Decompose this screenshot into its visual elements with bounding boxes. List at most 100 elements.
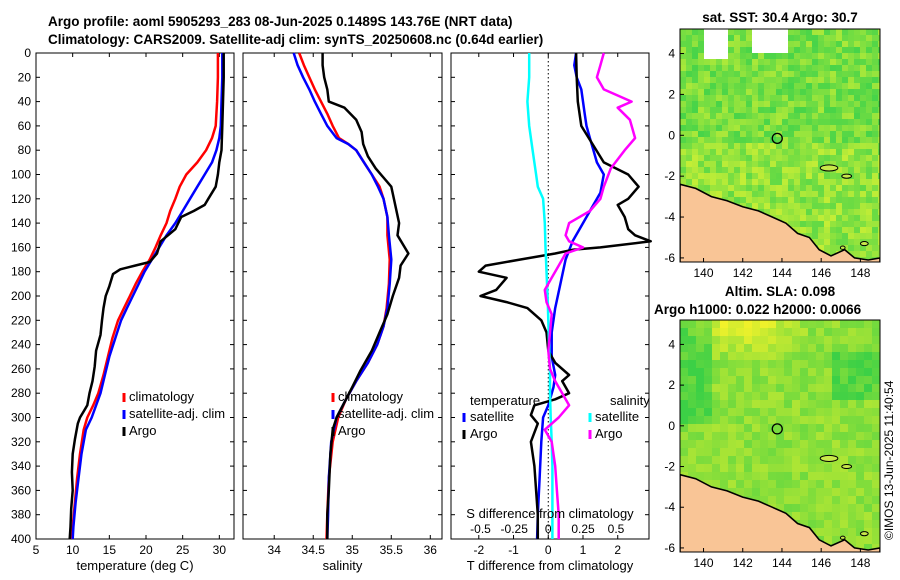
y-tick-label: -4 [664, 210, 675, 224]
temperature-series-1 [71, 53, 224, 540]
x-tick-label: 148 [850, 266, 870, 280]
y-tick-label: 220 [11, 313, 31, 327]
legend-label: Argo [470, 426, 497, 441]
x-tick-label: 10 [66, 543, 80, 557]
y-tick-label: 40 [18, 95, 32, 109]
island [839, 535, 846, 540]
y-tick-label: 60 [18, 119, 32, 133]
sla-map-subtitle: Argo h1000: 0.022 h2000: 0.0066 [654, 302, 862, 317]
difference-series-0 [535, 52, 606, 540]
legend-title: temperature [470, 393, 540, 408]
x-tick-label: 142 [733, 556, 753, 570]
s-tick-label: -0.5 [470, 522, 491, 536]
island [859, 531, 869, 537]
x-tick-label: 0 [545, 543, 552, 557]
argo-float-marker [771, 423, 783, 435]
y-tick-label: 340 [11, 459, 31, 473]
temperature-axes-box [35, 52, 235, 540]
x-axis-label: salinity [323, 558, 363, 573]
legend-title: salinity [610, 393, 650, 408]
x-tick-label: 5 [33, 543, 40, 557]
land-coastline [680, 473, 880, 552]
s-axis-label: S difference from climatology [466, 506, 634, 521]
island [841, 463, 853, 470]
y-tick-label: 320 [11, 435, 31, 449]
y-tick-label: 300 [11, 411, 31, 425]
y-tick-label: 0 [24, 46, 31, 60]
y-tick-label: 0 [668, 128, 675, 142]
y-tick-label: 4 [668, 47, 675, 61]
x-tick-label: 34.5 [302, 543, 326, 557]
island [859, 241, 869, 247]
y-tick-label: 240 [11, 338, 31, 352]
y-tick-label: -4 [664, 500, 675, 514]
y-tick-label: 400 [11, 532, 31, 546]
salinity-axes-box [242, 52, 443, 540]
island [819, 164, 839, 172]
x-tick-label: 146 [811, 266, 831, 280]
y-tick-label: 120 [11, 192, 31, 206]
y-tick-label: 0 [668, 419, 675, 433]
x-tick-label: 1 [580, 543, 587, 557]
y-tick-label: 360 [11, 483, 31, 497]
island [841, 173, 853, 179]
legend-label: Argo [338, 423, 365, 438]
x-tick-label: 140 [694, 556, 714, 570]
header-line-2: Climatology: CARS2009. Satellite-adj cli… [48, 32, 544, 47]
y-tick-label: 380 [11, 508, 31, 522]
sla_map-field [680, 320, 880, 552]
y-tick-label: -2 [664, 460, 675, 474]
y-tick-label: 180 [11, 265, 31, 279]
x-axis-label: temperature (deg C) [76, 558, 193, 573]
x-tick-label: 146 [811, 556, 831, 570]
y-tick-label: -6 [664, 541, 675, 555]
y-tick-label: -6 [664, 251, 675, 265]
x-tick-label: -1 [508, 543, 519, 557]
imos-credit: ©IMOS 13-Jun-2025 11:40:54 [882, 380, 896, 540]
x-tick-label: 144 [772, 266, 792, 280]
y-tick-label: 160 [11, 240, 31, 254]
legend-label: Argo [595, 426, 622, 441]
sst_map-field [680, 29, 880, 262]
y-tick-label: 100 [11, 168, 31, 182]
sst-map-title: sat. SST: 30.4 Argo: 30.7 [702, 10, 858, 25]
x-tick-label: 148 [850, 556, 870, 570]
x-tick-label: 140 [694, 266, 714, 280]
header-line-1: Argo profile: aoml 5905293_283 08-Jun-20… [48, 14, 513, 29]
panel-sla_map: 140 142 144 146 148 4 2 0 -2 -4 -6 Altim. SLA: 0.09… [654, 284, 881, 570]
legend-label: Argo [129, 423, 156, 438]
island [839, 245, 846, 250]
y-tick-label: 280 [11, 386, 31, 400]
x-tick-label: 20 [139, 543, 153, 557]
s-tick-label: 0.25 [571, 522, 595, 536]
y-tick-label: 2 [668, 378, 675, 392]
temperature-series-0 [70, 53, 220, 540]
s-tick-label: 0.5 [608, 522, 625, 536]
y-tick-label: 2 [668, 87, 675, 101]
x-tick-label: 25 [176, 543, 190, 557]
x-axis-label: T difference from climatology [467, 558, 634, 573]
x-tick-label: 35 [346, 543, 360, 557]
difference-series-1 [477, 52, 652, 539]
sla-map-title: Altim. SLA: 0.098 [725, 284, 836, 299]
salinity-series-2 [321, 53, 410, 539]
y-tick-label: 4 [668, 337, 675, 351]
x-tick-label: -2 [473, 543, 484, 557]
island [819, 454, 839, 462]
land-coastline [680, 183, 880, 262]
x-tick-label: 30 [213, 543, 227, 557]
panel-temperature: 0 20 40 60 80 100 120 140 160 180 200 220 240 260 280 3… [11, 46, 235, 573]
legend-label: satellite [470, 409, 514, 424]
legend-label: satellite [595, 409, 639, 424]
x-tick-label: 2 [614, 543, 621, 557]
x-tick-label: 34 [268, 543, 282, 557]
sst_map-frame [679, 28, 881, 263]
y-tick-label: -2 [664, 169, 675, 183]
legend-label: climatology [129, 389, 195, 404]
difference-series-3 [543, 52, 637, 539]
legend-label: satellite-adj. clim [338, 406, 434, 421]
x-tick-label: 144 [772, 556, 792, 570]
s-tick-label: -0.25 [501, 522, 529, 536]
y-tick-label: 260 [11, 362, 31, 376]
